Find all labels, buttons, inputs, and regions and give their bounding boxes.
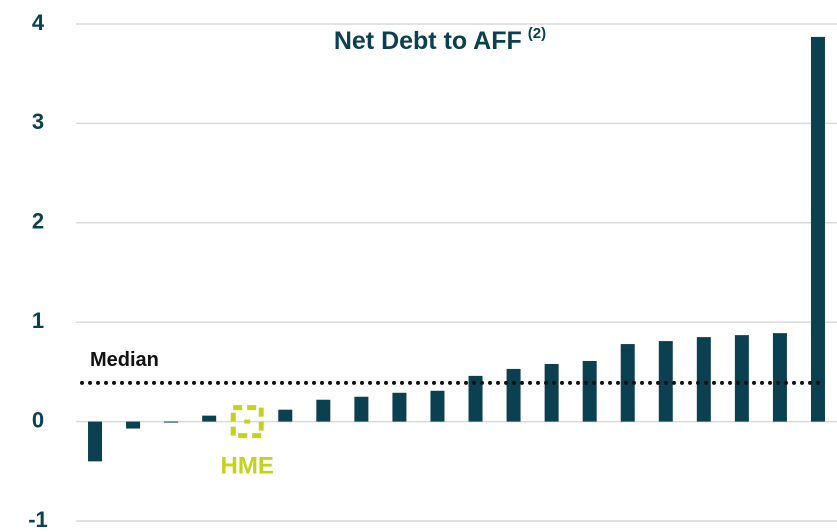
bar: [88, 421, 103, 462]
bar: [734, 335, 749, 422]
y-tick-label: -1: [28, 507, 48, 532]
bar: [506, 368, 521, 422]
bar: [392, 392, 407, 422]
bar: [810, 36, 825, 422]
bar: [430, 390, 445, 422]
bar: [696, 337, 711, 422]
bar: [316, 399, 331, 422]
y-tick-label: 0: [32, 407, 44, 432]
bar: [164, 421, 179, 423]
median-label: Median: [90, 349, 159, 371]
bar: [278, 409, 293, 422]
bar: [544, 363, 559, 422]
bar: [772, 333, 787, 422]
bar: [468, 375, 483, 422]
highlight-center: [244, 419, 251, 424]
title-text: Net Debt to AFF: [334, 27, 522, 55]
y-tick-label: 3: [32, 109, 44, 134]
bar: [202, 415, 217, 422]
y-tick-label: 1: [32, 308, 44, 333]
bar: [354, 396, 369, 422]
chart-title: Net Debt to AFF (2): [334, 25, 546, 55]
bar: [582, 360, 597, 422]
title-note: (2): [528, 25, 546, 42]
bar: [126, 421, 141, 429]
y-tick-label: 4: [32, 10, 45, 35]
x-tick-label: HME: [221, 452, 274, 479]
highlight-bar: [230, 405, 264, 439]
y-tick-label: 2: [32, 209, 44, 234]
